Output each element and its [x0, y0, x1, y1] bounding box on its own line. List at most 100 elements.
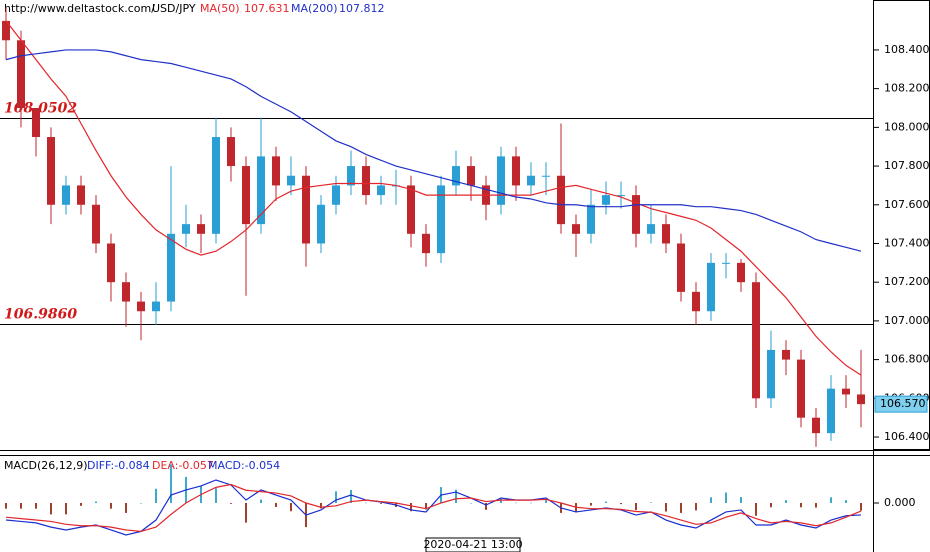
macd-bar: [275, 503, 277, 507]
macd-bar: [650, 502, 652, 503]
candle-body: [527, 175, 535, 186]
candle-body: [47, 137, 55, 205]
candle-body: [167, 233, 175, 302]
candle-body: [347, 166, 355, 186]
candle-body: [812, 417, 820, 434]
y-tick-label: 107.600: [884, 198, 930, 211]
macd-bar: [365, 502, 367, 504]
macd-bar: [800, 503, 802, 508]
candle-body: [542, 175, 550, 177]
candle-body: [317, 204, 325, 244]
macd-bar: [350, 489, 352, 503]
candle-body: [197, 224, 205, 234]
candle-body: [62, 185, 70, 205]
macd-bar: [110, 503, 112, 509]
legend-value: 107.631: [244, 2, 290, 15]
candle-body: [512, 156, 520, 186]
macd-bar: [485, 503, 487, 510]
candle-body: [782, 349, 790, 360]
macd-bar: [50, 503, 52, 515]
candle-body: [722, 262, 730, 264]
y-tick-label: 106.800: [884, 353, 930, 366]
macd-bar: [245, 503, 247, 523]
candle-body: [677, 243, 685, 292]
y-tick-label: 108.400: [884, 43, 930, 56]
macd-title: MACD(26,12,9): [4, 459, 88, 472]
candle-body: [287, 175, 295, 186]
candle-body: [122, 282, 130, 302]
y-tick-label: 0.000: [884, 496, 916, 509]
y-tick-label: 107.000: [884, 314, 930, 327]
candle-body: [617, 195, 625, 197]
macd-bar: [455, 489, 457, 503]
macd-bar: [170, 464, 172, 503]
legend-entry: DEA:-0.057: [152, 459, 214, 472]
candle-body: [587, 204, 595, 234]
macd-line: [5, 479, 862, 536]
macd-line: [5, 483, 862, 532]
legend-entry: DIFF:-0.084: [87, 459, 150, 472]
macd-bar: [860, 503, 862, 511]
candle-body: [2, 20, 10, 41]
macd-bar: [320, 503, 322, 509]
candle-body: [107, 243, 115, 283]
candle-body: [662, 224, 670, 244]
ma-line: [5, 49, 862, 252]
candle-body: [647, 224, 655, 234]
candle-body: [257, 156, 265, 225]
y-tick-label: 108.000: [884, 120, 930, 133]
candle-body: [707, 262, 715, 312]
macd-bar: [695, 503, 697, 511]
legend-value: 107.812: [339, 2, 385, 15]
macd-bar: [545, 500, 547, 503]
candle-body: [227, 137, 235, 167]
candle-body: [572, 224, 580, 234]
candle-body: [632, 195, 640, 234]
price-label: 106.570: [880, 397, 926, 410]
macd-bar: [740, 497, 742, 503]
candle-body: [467, 166, 475, 186]
candle-body: [272, 156, 280, 186]
candle-body: [452, 166, 460, 186]
macd-bar: [620, 503, 622, 505]
macd-bar: [335, 491, 337, 503]
legend-name: MA(50): [200, 2, 240, 15]
macd-bar: [680, 503, 682, 513]
symbol: USD/JPY: [152, 2, 196, 15]
candle-body: [437, 185, 445, 254]
macd-bar: [830, 497, 832, 503]
macd-bar: [155, 488, 157, 503]
macd-bar: [710, 497, 712, 503]
macd-bar: [140, 503, 142, 504]
macd-bar: [530, 502, 532, 504]
legend-name: MA(200): [291, 2, 338, 15]
macd-bar: [665, 503, 667, 512]
candle-body: [767, 349, 775, 399]
macd-bar: [515, 502, 517, 504]
candle-body: [32, 108, 40, 138]
candle-body: [182, 224, 190, 234]
macd-bar: [500, 498, 502, 503]
url: http://www.deltastock.com/: [4, 2, 155, 15]
candle-body: [842, 388, 850, 395]
time-box: [425, 537, 521, 552]
macd-bar: [125, 503, 127, 513]
candle-body: [212, 137, 220, 234]
candle-body: [752, 282, 760, 399]
y-tick-label: 108.200: [884, 82, 930, 95]
y-tick-label: 107.200: [884, 275, 930, 288]
macd-bar: [215, 488, 217, 503]
macd-bar: [635, 503, 637, 511]
macd-bar: [260, 499, 262, 503]
candle-body: [77, 185, 85, 205]
candle-body: [497, 156, 505, 205]
candle-body: [17, 40, 25, 108]
level-label: 106.9860: [4, 307, 77, 323]
macd-bar: [815, 503, 817, 508]
candle-body: [362, 166, 370, 196]
candle-body: [422, 233, 430, 254]
candle-body: [92, 204, 100, 244]
macd-bar: [230, 503, 232, 504]
candle-body: [692, 291, 700, 312]
